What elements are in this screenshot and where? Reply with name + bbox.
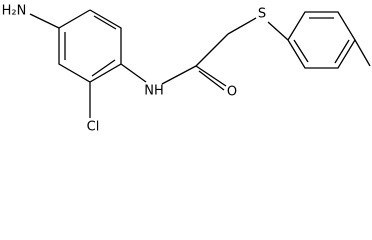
atom-label: NH	[144, 84, 164, 99]
atom-label: H₂N	[2, 4, 27, 19]
ring-a	[58, 9, 122, 83]
bond	[161, 65, 197, 85]
bond	[227, 17, 257, 35]
bond	[354, 39, 371, 67]
bond	[120, 63, 147, 83]
bond	[195, 33, 229, 67]
bond	[195, 65, 227, 87]
ring-b-double	[293, 39, 309, 63]
atom-label: Cl	[87, 120, 100, 135]
bonds	[29, 9, 371, 118]
ring-b-double	[334, 39, 350, 64]
bond	[29, 13, 60, 29]
bond	[267, 21, 289, 41]
atom-label: S	[258, 7, 266, 22]
ring-b	[287, 11, 356, 69]
ring-a-double	[91, 59, 116, 77]
structure: H₂N Cl NH O S	[2, 4, 371, 135]
bond	[198, 70, 225, 91]
ring-a-double	[93, 15, 117, 30]
atom-label: O	[227, 85, 237, 100]
